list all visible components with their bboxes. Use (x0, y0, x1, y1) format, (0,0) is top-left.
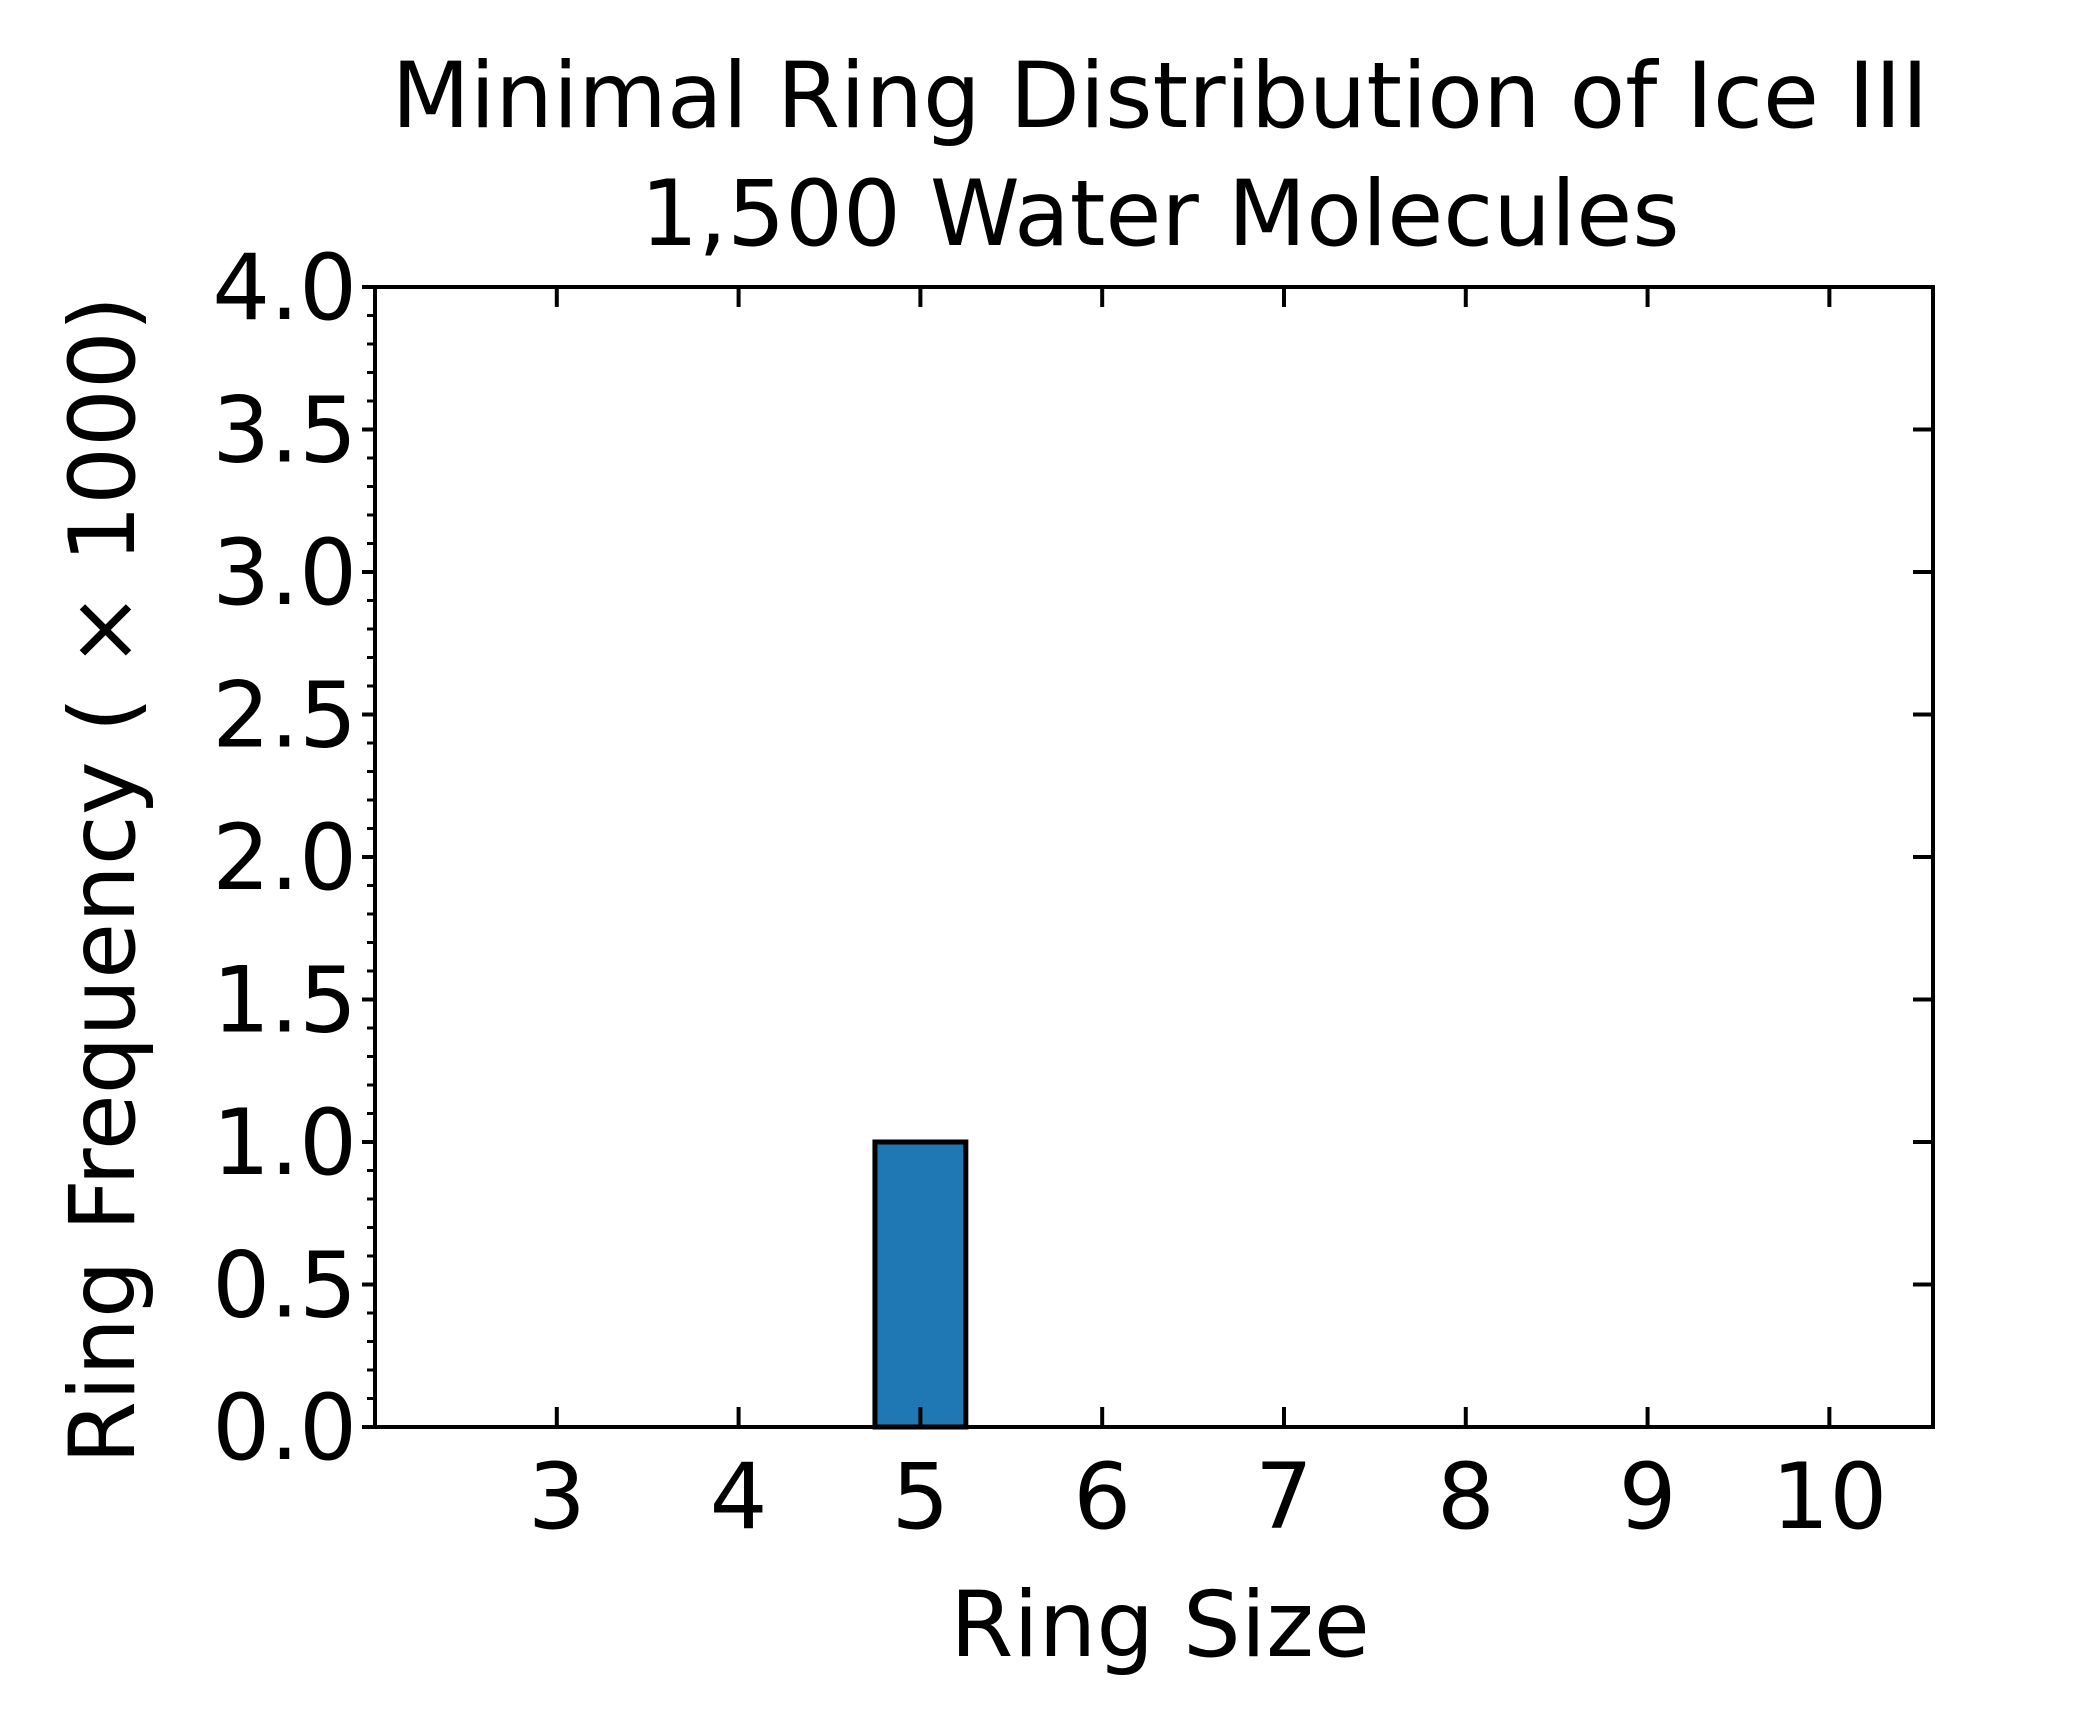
chart-title: Minimal Ring Distribution of Ice III (391, 44, 1928, 149)
bar-ring-size-5 (872, 1139, 969, 1430)
x-tick-label-8: 8 (1437, 1445, 1495, 1550)
y-tick-label-6: 3.0 (212, 521, 357, 626)
y-tick-label-7: 3.5 (212, 379, 357, 484)
y-tick-label-5: 2.5 (212, 664, 357, 769)
chart-subtitle: 1,500 Water Molecules (640, 162, 1679, 267)
x-tick-label-9: 9 (1619, 1445, 1677, 1550)
x-tick-label-5: 5 (891, 1445, 949, 1550)
plot-area-frame (373, 285, 1935, 1429)
y-tick-label-0: 0.0 (212, 1376, 357, 1481)
x-tick-label-3: 3 (528, 1445, 586, 1550)
x-axis-label: Ring Size (950, 1573, 1370, 1678)
y-tick-label-2: 1.0 (212, 1091, 357, 1196)
y-tick-label-1: 0.5 (212, 1234, 357, 1339)
y-tick-label-3: 1.5 (212, 949, 357, 1054)
y-tick-label-8: 4.0 (212, 236, 357, 341)
x-tick-label-10: 10 (1771, 1445, 1887, 1550)
x-axis-ticks: 3 4 5 6 7 8 9 10 (528, 287, 1887, 1550)
y-tick-label-4: 2.0 (212, 806, 357, 911)
x-tick-label-6: 6 (1073, 1445, 1131, 1550)
x-tick-label-4: 4 (710, 1445, 768, 1550)
bar-series (872, 1139, 969, 1430)
y-axis-label: Ring Frequency ( × 1000) (51, 296, 156, 1465)
y-axis-ticks: 0.0 0.5 1.0 1.5 2.0 2.5 3.0 3.5 4.0 (212, 236, 1933, 1481)
x-tick-label-7: 7 (1255, 1445, 1313, 1550)
